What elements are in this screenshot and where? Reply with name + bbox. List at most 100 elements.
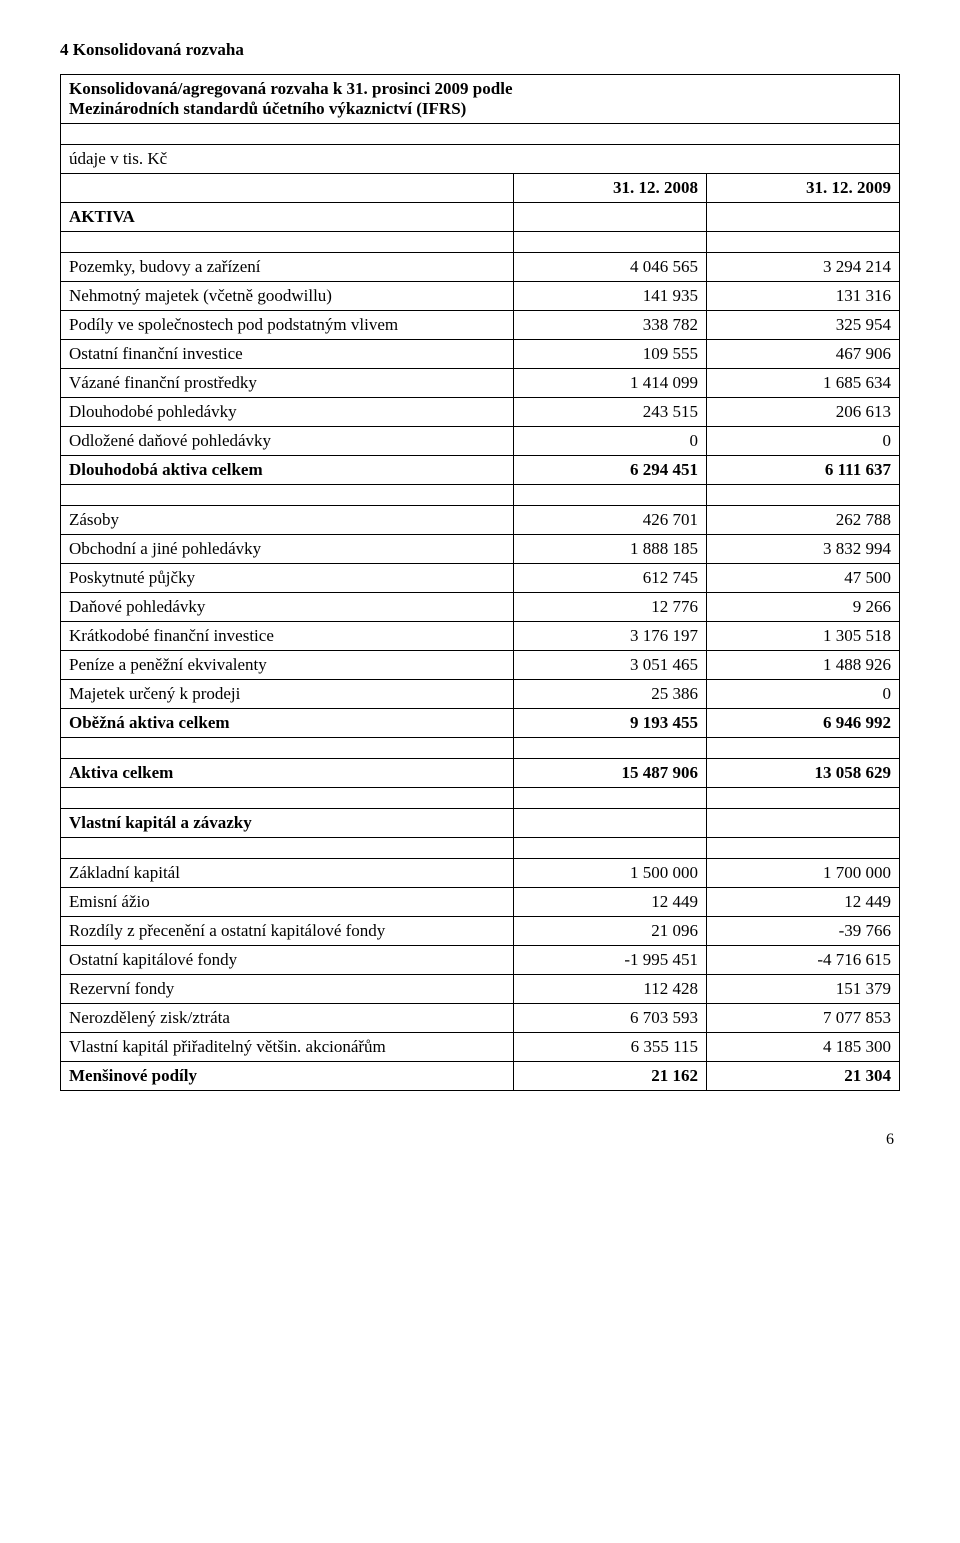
table-row: Rezervní fondy112 428151 379 [61,975,900,1004]
table-row: Ostatní kapitálové fondy-1 995 451-4 716… [61,946,900,975]
row-label: Nehmotný majetek (včetně goodwillu) [61,282,514,311]
section-heading: 4 Konsolidovaná rozvaha [60,40,900,60]
row-label: Poskytnuté půjčky [61,564,514,593]
table-row: Obchodní a jiné pohledávky1 888 1853 832… [61,535,900,564]
spacer-cell [707,485,900,506]
table-row: Nehmotný majetek (včetně goodwillu)141 9… [61,282,900,311]
section-number: 4 [60,40,69,59]
row-label: Odložené daňové pohledávky [61,427,514,456]
table-row: Peníze a peněžní ekvivalenty3 051 4651 4… [61,651,900,680]
spacer-cell [61,124,900,145]
spacer-row [61,124,900,145]
spacer-cell [61,838,514,859]
table-row: Aktiva celkem15 487 90613 058 629 [61,759,900,788]
balance-sheet-table: Konsolidovaná/agregovaná rozvaha k 31. p… [60,74,900,1091]
row-value-2009: -4 716 615 [707,946,900,975]
spacer-cell [514,485,707,506]
row-value-2009: 131 316 [707,282,900,311]
table-row: Majetek určený k prodeji25 3860 [61,680,900,709]
units-cell: údaje v tis. Kč [61,145,900,174]
subtitle-line2: Mezinárodních standardů účetního výkazni… [69,99,466,118]
row-label: Dlouhodobá aktiva celkem [61,456,514,485]
row-value-2008: 1 414 099 [514,369,707,398]
spacer-cell [707,738,900,759]
empty-cell [514,203,707,232]
subtitle-cell: Konsolidovaná/agregovaná rozvaha k 31. p… [61,75,900,124]
row-value-2009: 0 [707,680,900,709]
row-label: Nerozdělený zisk/ztráta [61,1004,514,1033]
row-label: Dlouhodobé pohledávky [61,398,514,427]
row-value-2009: 7 077 853 [707,1004,900,1033]
table-row: Odložené daňové pohledávky00 [61,427,900,456]
spacer-cell [61,788,514,809]
spacer-cell [707,838,900,859]
table-subtitle-row: Konsolidovaná/agregovaná rozvaha k 31. p… [61,75,900,124]
table-row: Krátkodobé finanční investice3 176 1971 … [61,622,900,651]
row-label: Obchodní a jiné pohledávky [61,535,514,564]
table-row: Ostatní finanční investice109 555467 906 [61,340,900,369]
table-row: Základní kapitál1 500 0001 700 000 [61,859,900,888]
row-label: Krátkodobé finanční investice [61,622,514,651]
row-value-2009: 4 185 300 [707,1033,900,1062]
row-value-2008: 3 176 197 [514,622,707,651]
table-row: Pozemky, budovy a zařízení4 046 5653 294… [61,253,900,282]
row-value-2008: 112 428 [514,975,707,1004]
row-value-2008: 1 888 185 [514,535,707,564]
spacer-cell [514,838,707,859]
row-value-2008: 3 051 465 [514,651,707,680]
table-row: Dlouhodobá aktiva celkem6 294 4516 111 6… [61,456,900,485]
col2-header: 31. 12. 2009 [707,174,900,203]
table-row: Poskytnuté půjčky612 74547 500 [61,564,900,593]
row-value-2009: -39 766 [707,917,900,946]
row-value-2008: 12 776 [514,593,707,622]
row-label: Peníze a peněžní ekvivalenty [61,651,514,680]
units-row: údaje v tis. Kč [61,145,900,174]
page-number: 6 [60,1131,900,1149]
row-value-2009: 467 906 [707,340,900,369]
table-row: Emisní ážio12 44912 449 [61,888,900,917]
row-value-2008: 4 046 565 [514,253,707,282]
row-value-2009: 6 111 637 [707,456,900,485]
row-value-2008: 6 703 593 [514,1004,707,1033]
aktiva-label: AKTIVA [61,203,514,232]
row-label: Zásoby [61,506,514,535]
row-value-2009: 6 946 992 [707,709,900,738]
row-value-2008: 243 515 [514,398,707,427]
spacer-cell [514,232,707,253]
row-label: Vlastní kapitál přiřaditelný většin. akc… [61,1033,514,1062]
blank-header-cell [61,174,514,203]
row-value-2009: 151 379 [707,975,900,1004]
spacer-cell [707,232,900,253]
table-row: Dlouhodobé pohledávky243 515206 613 [61,398,900,427]
row-value-2008: -1 995 451 [514,946,707,975]
row-value-2009: 3 294 214 [707,253,900,282]
empty-cell [707,809,900,838]
row-value-2008: 15 487 906 [514,759,707,788]
spacer-row [61,788,900,809]
spacer-cell [61,485,514,506]
spacer-row [61,738,900,759]
table-row: Menšinové podíly21 16221 304 [61,1062,900,1091]
spacer-cell [61,232,514,253]
row-value-2008: 338 782 [514,311,707,340]
row-label: Aktiva celkem [61,759,514,788]
row-label: Podíly ve společnostech pod podstatným v… [61,311,514,340]
table-row: Rozdíly z přecenění a ostatní kapitálové… [61,917,900,946]
table-row: Oběžná aktiva celkem9 193 4556 946 992 [61,709,900,738]
row-value-2008: 1 500 000 [514,859,707,888]
col1-header: 31. 12. 2008 [514,174,707,203]
row-value-2009: 13 058 629 [707,759,900,788]
row-label: Majetek určený k prodeji [61,680,514,709]
table-row: Vlastní kapitál přiřaditelný většin. akc… [61,1033,900,1062]
row-label: Emisní ážio [61,888,514,917]
row-value-2009: 21 304 [707,1062,900,1091]
spacer-row [61,485,900,506]
row-value-2008: 109 555 [514,340,707,369]
row-label: Ostatní kapitálové fondy [61,946,514,975]
table-row: Podíly ve společnostech pod podstatným v… [61,311,900,340]
row-value-2008: 426 701 [514,506,707,535]
empty-cell [707,203,900,232]
row-value-2009: 1 685 634 [707,369,900,398]
row-label: Základní kapitál [61,859,514,888]
spacer-cell [514,788,707,809]
